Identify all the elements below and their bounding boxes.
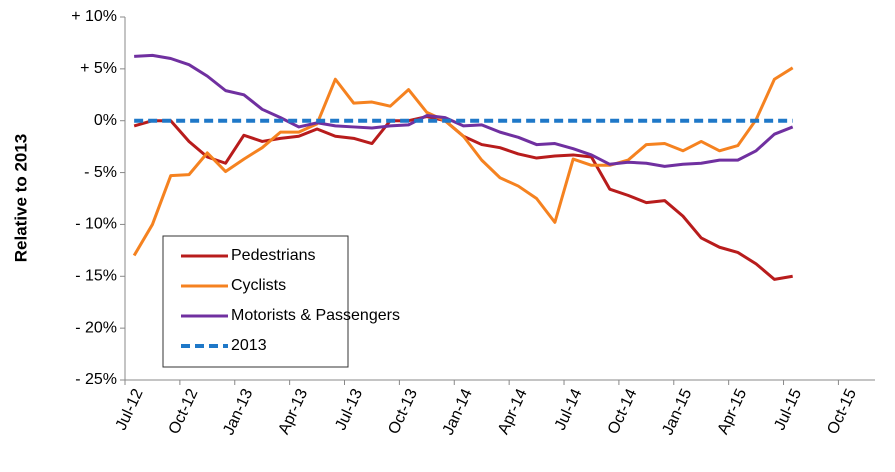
y-tick-label: - 15%: [75, 268, 117, 285]
x-tick-label: Oct-12: [166, 386, 202, 437]
series-line: [132, 66, 794, 257]
y-tick-label: 0%: [94, 112, 117, 129]
y-axis-label: Relative to 2013: [11, 134, 30, 263]
legend: Pedestrians Cyclists Motorists & Passenger…: [162, 235, 400, 368]
legend-label: Motorists & Passengers: [231, 307, 400, 324]
x-tick-label: Oct-15: [824, 386, 860, 437]
y-tick-label: - 10%: [75, 216, 117, 233]
legend-label: Cyclists: [231, 277, 286, 294]
x-tick-label: Jul-15: [771, 386, 805, 433]
x-tick-label: Oct-13: [385, 386, 421, 437]
x-tick-label: Oct-14: [605, 386, 641, 437]
series-line: [134, 53, 794, 168]
legend-label: Pedestrians: [231, 247, 316, 264]
x-tick-label: Apr-15: [715, 386, 751, 437]
x-tick-label: Apr-13: [276, 386, 312, 437]
x-tick-label: Apr-14: [495, 386, 531, 437]
x-tick-label: Jan-15: [659, 386, 695, 438]
legend-box: [162, 235, 349, 368]
y-tick-label: - 25%: [75, 371, 117, 388]
y-tick-label: + 10%: [71, 8, 117, 25]
y-tick-label: + 5%: [80, 60, 117, 77]
x-tick-label: Jan-14: [440, 386, 476, 438]
x-tick-label: Jan-13: [220, 386, 256, 438]
x-tick-label: Jul-12: [113, 386, 147, 433]
legend-label: 2013: [231, 337, 267, 354]
y-tick-label: - 5%: [84, 164, 117, 181]
x-tick-label: Jul-13: [332, 386, 366, 433]
y-tick-label: - 20%: [75, 319, 117, 336]
x-tick-label: Jul-14: [552, 386, 586, 433]
